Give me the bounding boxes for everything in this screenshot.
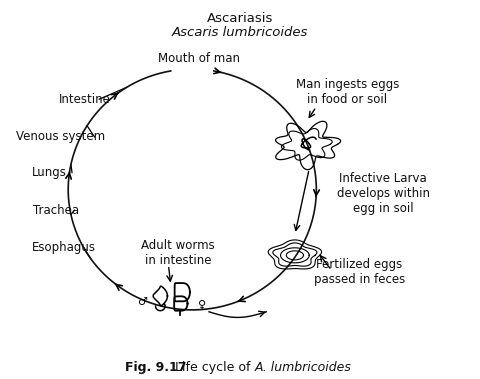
Text: Venous system: Venous system bbox=[16, 130, 106, 143]
Text: Trachea: Trachea bbox=[33, 204, 79, 217]
Text: ♀: ♀ bbox=[198, 299, 206, 309]
Text: Adult worms
in intestine: Adult worms in intestine bbox=[141, 240, 215, 268]
Text: Man ingests eggs
in food or soil: Man ingests eggs in food or soil bbox=[296, 78, 399, 106]
Text: Life cycle of: Life cycle of bbox=[171, 360, 254, 374]
Text: Esophagus: Esophagus bbox=[31, 241, 96, 254]
Text: Ascaris lumbricoides: Ascaris lumbricoides bbox=[172, 26, 308, 39]
Text: Intestine: Intestine bbox=[59, 93, 111, 106]
Text: Fertilized eggs
passed in feces: Fertilized eggs passed in feces bbox=[314, 258, 405, 286]
Text: Fig. 9.17: Fig. 9.17 bbox=[125, 360, 187, 374]
Text: Ascariasis: Ascariasis bbox=[207, 12, 273, 25]
Text: Infective Larva
develops within
egg in soil: Infective Larva develops within egg in s… bbox=[336, 172, 430, 215]
Text: ♂: ♂ bbox=[137, 298, 147, 307]
Text: A. lumbricoides: A. lumbricoides bbox=[254, 360, 351, 374]
Text: Mouth of man: Mouth of man bbox=[158, 52, 240, 65]
Text: Lungs: Lungs bbox=[32, 166, 67, 179]
